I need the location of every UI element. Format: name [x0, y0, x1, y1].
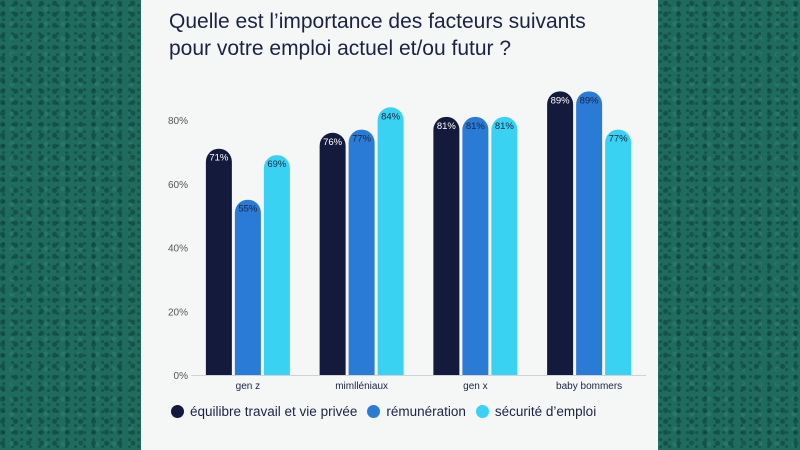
y-tick-label: 20% [168, 307, 188, 318]
x-category-label: gen x [463, 381, 487, 392]
legend-label-equilibre: équilibre travail et vie privée [190, 403, 358, 419]
bar-value-label: 76% [323, 137, 343, 148]
bar [547, 91, 574, 375]
legend-item-equilibre: équilibre travail et vie privée [171, 404, 357, 419]
legend-label-securite: sécurité d’emploi [494, 403, 597, 419]
bar [348, 129, 375, 375]
bar-value-label: 81% [437, 121, 457, 132]
bar-value-label: 89% [580, 95, 600, 106]
bar-value-label: 55% [238, 204, 258, 215]
y-tick-label: 60% [168, 180, 188, 191]
legend-dot-equilibre [171, 404, 184, 418]
bar [205, 148, 232, 375]
x-category-label: mimlléniaux [335, 381, 388, 392]
bar-value-label: 77% [609, 134, 629, 145]
legend-item-remuneration: rémunération [367, 404, 466, 419]
y-tick-label: 40% [168, 244, 188, 255]
bar-value-label: 84% [381, 111, 401, 122]
legend-label-remuneration: rémunération [386, 403, 466, 419]
bar-value-label: 81% [495, 121, 515, 132]
chart-legend: équilibre travail et vie privée rémunéra… [171, 400, 651, 422]
bar-value-label: 89% [551, 95, 571, 106]
bar [263, 155, 290, 375]
bar [576, 91, 603, 375]
legend-dot-remuneration [367, 404, 381, 418]
bar [377, 107, 404, 375]
bar [433, 116, 460, 376]
y-tick-label: 80% [168, 116, 188, 127]
chart-title: Quelle est l’importance des facteurs sui… [169, 8, 649, 62]
bar [462, 116, 489, 376]
bar-value-label: 69% [267, 159, 287, 170]
bar [605, 129, 632, 375]
bar-value-label: 81% [466, 121, 486, 132]
bar-value-label: 77% [352, 134, 372, 145]
bar [319, 132, 346, 375]
chart-title-line-1: Quelle est l’importance des facteurs sui… [169, 10, 586, 33]
bar [491, 116, 518, 376]
x-category-label: gen z [236, 381, 260, 392]
legend-item-securite: sécurité d’emploi [475, 403, 597, 419]
bar [234, 199, 261, 375]
bar-chart: 0% 20% 40% 60% 80% 71% 55% 69% gen z 76% 77% 84% mim… [168, 91, 646, 392]
x-category-label: baby bommers [556, 381, 622, 392]
chart-card: Quelle est l’importance des facteurs sui… [141, 0, 658, 450]
legend-dot-securite [475, 404, 489, 418]
chart-title-line-2: pour votre emploi actuel et/ou futur ? [169, 37, 512, 60]
bar-value-label: 71% [209, 153, 229, 164]
y-tick-label: 0% [174, 371, 189, 382]
